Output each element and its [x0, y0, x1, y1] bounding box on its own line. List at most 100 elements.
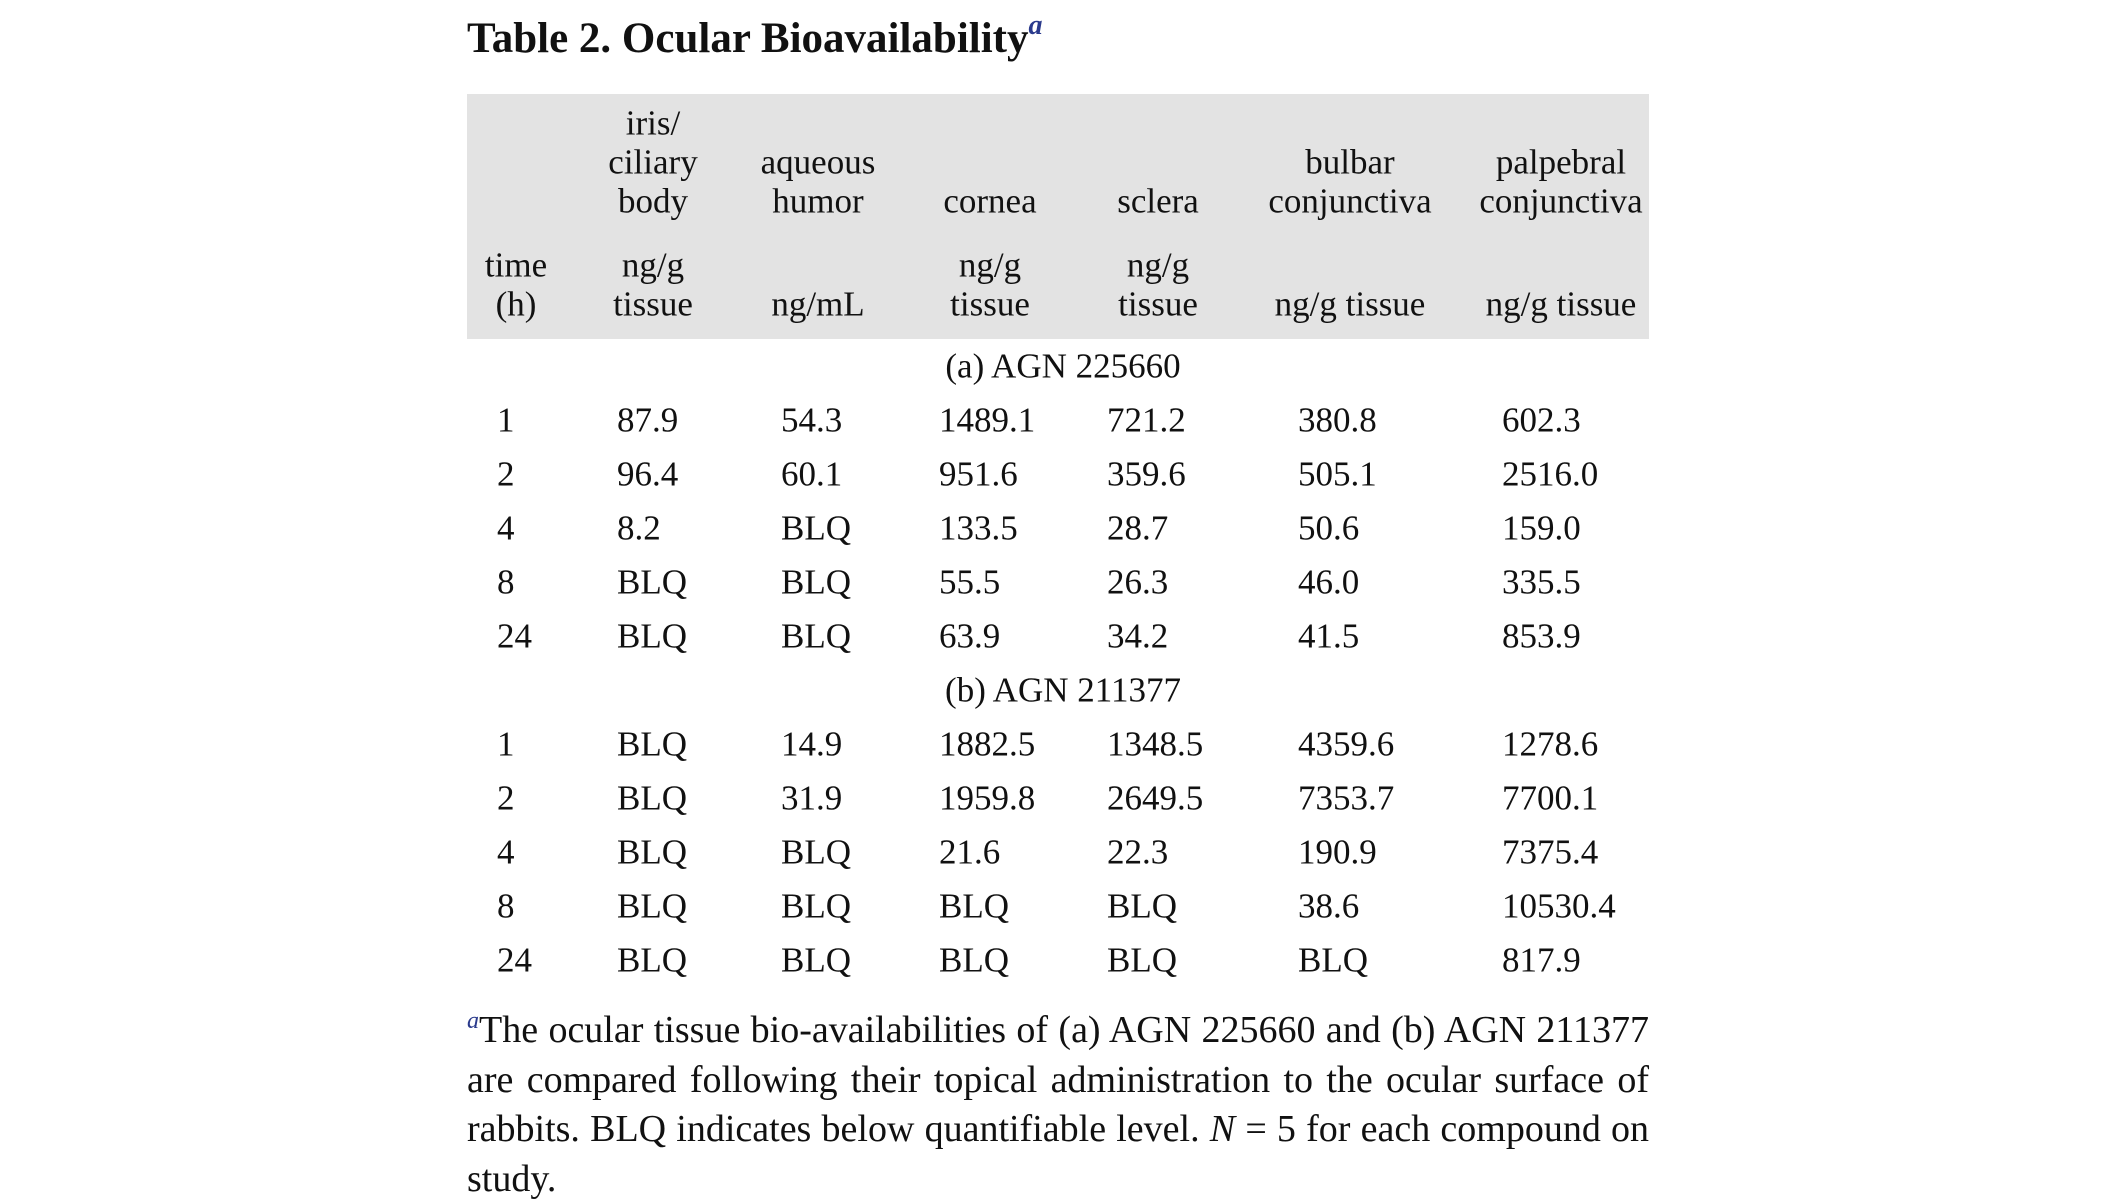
value-cell: 1959.8: [939, 778, 1036, 818]
value-cell: 1882.5: [939, 724, 1036, 764]
column-header-unit: ng/g: [958, 245, 1022, 285]
footnote-n-symbol: N: [1209, 1108, 1236, 1150]
time-cell: 24: [497, 616, 532, 656]
value-cell: 159.0: [1502, 508, 1581, 548]
value-cell: 190.9: [1298, 832, 1377, 872]
column-header-name: iris/: [625, 103, 681, 143]
value-cell: 46.0: [1298, 562, 1360, 602]
column-header-unit: ng/g tissue: [1274, 284, 1426, 324]
value-cell: 41.5: [1298, 616, 1360, 656]
column-header-name: conjunctiva: [1268, 181, 1432, 221]
value-cell: BLQ: [617, 832, 687, 872]
value-cell: BLQ: [617, 886, 687, 926]
value-cell: 7700.1: [1502, 778, 1599, 818]
value-cell: 4359.6: [1298, 724, 1395, 764]
column-header-name: sclera: [1117, 181, 1199, 221]
table-header-background: [467, 94, 1649, 339]
time-cell: 8: [497, 562, 515, 602]
column-header-unit: ng/g: [1126, 245, 1190, 285]
value-cell: BLQ: [781, 562, 851, 602]
value-cell: 2649.5: [1107, 778, 1204, 818]
value-cell: 602.3: [1502, 400, 1581, 440]
value-cell: 1348.5: [1107, 724, 1204, 764]
value-cell: 28.7: [1107, 508, 1169, 548]
column-header-unit: tissue: [1118, 284, 1198, 324]
value-cell: BLQ: [781, 508, 851, 548]
value-cell: 133.5: [939, 508, 1018, 548]
title-footnote-mark: a: [1028, 10, 1043, 41]
value-cell: 60.1: [781, 454, 843, 494]
column-header-name: palpebral: [1495, 142, 1627, 182]
value-cell: 853.9: [1502, 616, 1581, 656]
section-label: (b) AGN 211377: [945, 670, 1181, 710]
value-cell: BLQ: [939, 940, 1009, 980]
column-header-unit: ng/g: [621, 245, 685, 285]
value-cell: 55.5: [939, 562, 1001, 602]
value-cell: 951.6: [939, 454, 1018, 494]
value-cell: 2516.0: [1502, 454, 1599, 494]
column-header-unit: (h): [495, 284, 537, 324]
value-cell: 817.9: [1502, 940, 1581, 980]
value-cell: BLQ: [781, 940, 851, 980]
time-cell: 1: [497, 724, 515, 764]
value-cell: 8.2: [617, 508, 661, 548]
table-title: Table 2. Ocular Bioavailabilitya: [467, 10, 1043, 62]
value-cell: 87.9: [617, 400, 679, 440]
footnote-text-end: = 5 for each compound on study.: [467, 1108, 1649, 1200]
value-cell: BLQ: [1107, 940, 1177, 980]
value-cell: BLQ: [781, 886, 851, 926]
value-cell: BLQ: [617, 778, 687, 818]
column-header-unit: ng/g tissue: [1485, 284, 1637, 324]
time-cell: 4: [497, 508, 515, 548]
value-cell: BLQ: [939, 886, 1009, 926]
value-cell: BLQ: [781, 832, 851, 872]
time-cell: 24: [497, 940, 532, 980]
column-header-unit: tissue: [613, 284, 693, 324]
value-cell: BLQ: [617, 724, 687, 764]
footnote-mark: a: [467, 1008, 479, 1034]
column-header-name: cornea: [943, 181, 1037, 221]
value-cell: 14.9: [781, 724, 843, 764]
value-cell: 10530.4: [1502, 886, 1616, 926]
value-cell: 63.9: [939, 616, 1001, 656]
value-cell: 1278.6: [1502, 724, 1599, 764]
value-cell: 7353.7: [1298, 778, 1395, 818]
section-label: (a) AGN 225660: [945, 346, 1181, 386]
value-cell: 26.3: [1107, 562, 1169, 602]
time-cell: 1: [497, 400, 515, 440]
column-header-name: ciliary: [608, 142, 698, 182]
value-cell: 335.5: [1502, 562, 1581, 602]
table-footnote: aThe ocular tissue bio-availabilities of…: [467, 997, 1649, 1204]
value-cell: BLQ: [617, 562, 687, 602]
value-cell: 31.9: [781, 778, 843, 818]
value-cell: 38.6: [1298, 886, 1360, 926]
time-cell: 2: [497, 778, 515, 818]
value-cell: 359.6: [1107, 454, 1186, 494]
column-header-name: aqueous: [760, 142, 876, 182]
value-cell: 54.3: [781, 400, 843, 440]
value-cell: 721.2: [1107, 400, 1186, 440]
value-cell: BLQ: [1298, 940, 1368, 980]
value-cell: 505.1: [1298, 454, 1377, 494]
column-header-unit: ng/mL: [771, 284, 865, 324]
value-cell: BLQ: [617, 616, 687, 656]
value-cell: 380.8: [1298, 400, 1377, 440]
value-cell: 34.2: [1107, 616, 1169, 656]
value-cell: BLQ: [1107, 886, 1177, 926]
time-cell: 8: [497, 886, 515, 926]
column-header-name: bulbar: [1305, 142, 1395, 182]
value-cell: 96.4: [617, 454, 679, 494]
column-header-name: body: [618, 181, 688, 221]
footnote-text: The ocular tissue bio-availabilities of …: [467, 1009, 1649, 1150]
value-cell: BLQ: [781, 616, 851, 656]
value-cell: 50.6: [1298, 508, 1360, 548]
column-header-unit: time: [484, 245, 548, 285]
value-cell: 21.6: [939, 832, 1001, 872]
table-title-text: Table 2. Ocular Bioavailability: [467, 15, 1029, 62]
value-cell: 1489.1: [939, 400, 1036, 440]
value-cell: 7375.4: [1502, 832, 1599, 872]
time-cell: 2: [497, 454, 515, 494]
time-cell: 4: [497, 832, 515, 872]
column-header-name: conjunctiva: [1479, 181, 1643, 221]
value-cell: BLQ: [617, 940, 687, 980]
